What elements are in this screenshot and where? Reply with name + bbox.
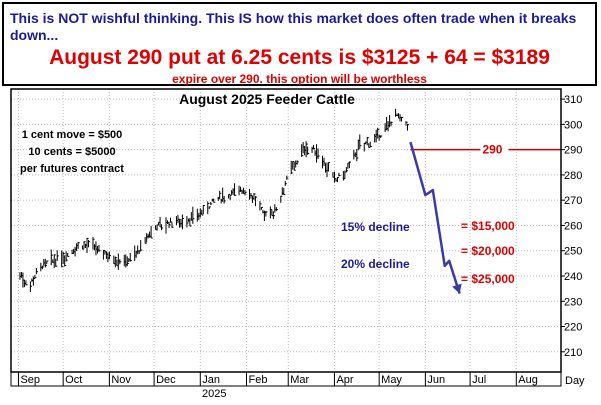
strike-290-label: 290 [482, 143, 502, 157]
expire-note-text: expire over 290. this option will be wor… [172, 72, 427, 86]
x-tick-label: Sep [20, 374, 40, 386]
x-axis-unit-label: Day [565, 375, 585, 387]
chart-title: August 2025 Feeder Cattle [179, 91, 355, 107]
decline-15-label: 15% decline [341, 220, 410, 234]
y-tick-label: 270 [564, 195, 582, 207]
headline-text: This is NOT wishful thinking. This IS ho… [10, 10, 577, 43]
y-tick-label: 300 [564, 119, 582, 131]
decline-20-label: 20% decline [341, 257, 410, 271]
x-tick-label: Oct [65, 374, 82, 386]
strike-label-bg [480, 142, 509, 156]
put-cost-text: August 290 put at 6.25 cents is $3125 + … [49, 46, 550, 69]
value-15-label: = $15,000 [461, 219, 515, 233]
y-tick-label: 290 [564, 145, 582, 157]
y-tick-label: 210 [564, 347, 582, 359]
value-20-label: = $20,000 [461, 244, 515, 258]
contract-note-line-1: 1 cent move = $500 [22, 129, 123, 141]
x-tick-label: Jun [427, 374, 445, 386]
year-label: 2025 [202, 388, 226, 400]
y-tick-label: 230 [564, 296, 582, 308]
x-tick-label: Aug [518, 374, 538, 386]
x-tick-label: Apr [336, 374, 353, 386]
x-tick-label: May [381, 374, 402, 386]
header-box: This is NOT wishful thinking. This IS ho… [2, 2, 597, 86]
x-tick-label: Jul [472, 374, 486, 386]
contract-note-line-3: per futures contract [20, 163, 124, 175]
x-axis-band [10, 371, 562, 387]
x-tick-label: Jan [202, 374, 220, 386]
y-tick-label: 280 [564, 170, 582, 182]
y-tick-label: 310 [564, 94, 582, 106]
y-tick-label: 250 [564, 246, 582, 258]
y-tick-label: 220 [564, 322, 582, 334]
x-tick-label: Feb [249, 374, 268, 386]
contract-note-line-2: 10 cents = $5000 [28, 146, 115, 158]
y-tick-label: 240 [564, 271, 582, 283]
x-tick-label: Mar [290, 374, 309, 386]
projection-arrow-head [452, 283, 462, 294]
y-tick-label: 260 [564, 220, 582, 232]
x-tick-label: Dec [156, 374, 176, 386]
projection-arrow-line [409, 141, 461, 295]
x-tick-label: Nov [111, 374, 131, 386]
value-25-label: = $25,000 [461, 272, 515, 286]
